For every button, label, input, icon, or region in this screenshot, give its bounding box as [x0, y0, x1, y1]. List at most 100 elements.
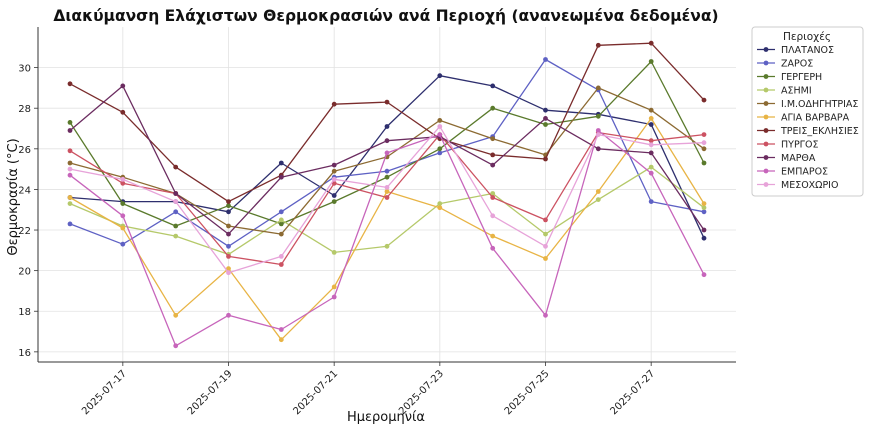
grid — [38, 27, 736, 362]
data-point — [331, 101, 337, 107]
data-point — [437, 118, 443, 123]
data-point — [384, 168, 390, 174]
data-point — [278, 337, 284, 343]
legend-swatch-marker — [763, 141, 769, 147]
data-point — [67, 201, 73, 207]
data-point — [67, 172, 73, 178]
data-point — [437, 150, 443, 156]
data-point — [648, 122, 654, 127]
data-point — [278, 221, 284, 227]
data-point — [543, 231, 548, 237]
legend-label: ΜΕΣΟΧΩΡΙΟ — [781, 180, 838, 191]
data-point — [490, 152, 496, 158]
legend-swatch-marker — [763, 114, 769, 120]
data-point — [173, 209, 179, 215]
data-point — [543, 217, 548, 223]
data-point — [331, 176, 337, 182]
data-point — [384, 174, 390, 180]
data-point — [384, 138, 390, 144]
data-point — [490, 105, 496, 111]
data-point — [490, 191, 496, 196]
y-tick-label: 28 — [18, 104, 31, 115]
legend-item: ΠΛΑΤΑΝΟΣ — [757, 45, 834, 56]
data-point — [595, 42, 601, 48]
data-point — [384, 185, 390, 190]
data-point — [226, 203, 231, 209]
y-axis-label: Θερμοκρασία (°C) — [6, 138, 21, 255]
x-tick-label: 2025-07-27 — [608, 368, 657, 417]
data-point — [437, 73, 443, 79]
data-point — [595, 197, 601, 203]
series-11 — [67, 124, 707, 276]
y-tick-label: 26 — [18, 145, 31, 156]
data-point — [701, 205, 707, 211]
legend-label: ΕΜΠΑΡΟΣ — [781, 167, 828, 178]
data-point — [120, 241, 126, 247]
legend-swatch-marker — [763, 60, 769, 66]
y-tick-label: 20 — [18, 267, 31, 278]
y-tick-label: 22 — [18, 226, 31, 237]
data-point — [331, 199, 337, 205]
data-point — [278, 327, 284, 332]
series-line — [69, 87, 705, 235]
series-9 — [67, 83, 707, 237]
y-tick-label: 30 — [18, 64, 31, 75]
data-point — [648, 164, 654, 170]
data-point — [120, 201, 126, 207]
data-point — [595, 189, 601, 194]
data-point — [226, 254, 231, 259]
data-point — [173, 223, 179, 229]
x-tick-label: 2025-07-21 — [291, 368, 340, 417]
legend-swatch-marker — [763, 74, 769, 79]
data-point — [437, 205, 443, 211]
data-point — [701, 272, 707, 278]
chart-title: Διακύμανση Ελάχιστων Θερμοκρασιών ανά Πε… — [53, 7, 718, 25]
legend-swatch-marker — [763, 128, 769, 133]
data-point — [490, 245, 496, 251]
data-point — [173, 191, 179, 196]
data-point — [173, 164, 179, 170]
data-point — [701, 132, 707, 138]
x-tick-label: 2025-07-19 — [186, 368, 235, 417]
data-point — [648, 107, 654, 113]
legend-swatch-marker — [763, 182, 769, 187]
data-point — [278, 160, 284, 166]
legend-label: Ι.Μ.ΟΔΗΓΗΤΡΙΑΣ — [781, 99, 858, 110]
data-point — [595, 85, 601, 91]
data-point — [278, 262, 284, 267]
x-tick-label: 2025-07-17 — [80, 368, 129, 417]
legend-item: ΖΑΡΟΣ — [757, 59, 813, 70]
data-point — [226, 223, 231, 229]
data-point — [331, 193, 337, 198]
data-point — [384, 189, 390, 194]
legend-item: ΕΜΠΑΡΟΣ — [757, 167, 828, 178]
legend-swatch-marker — [763, 155, 769, 160]
data-point — [331, 168, 337, 174]
y-tick-label: 18 — [18, 307, 31, 318]
data-point — [648, 59, 654, 64]
data-point — [648, 40, 654, 46]
data-point — [490, 162, 496, 168]
data-point — [701, 160, 707, 166]
data-point — [543, 116, 548, 121]
legend-item: ΓΕΡΓΕΡΗ — [757, 72, 822, 83]
data-point — [278, 217, 284, 223]
data-point — [384, 150, 390, 156]
data-point — [331, 250, 337, 255]
legend-label: ΑΓΙΑ ΒΑΡΒΑΡΑ — [781, 113, 850, 124]
data-point — [384, 195, 390, 200]
data-point — [226, 231, 231, 237]
data-point — [173, 343, 179, 349]
data-point — [278, 209, 284, 215]
legend-item: ΑΣΗΜΙ — [757, 86, 812, 97]
data-point — [648, 138, 654, 144]
data-point — [543, 243, 548, 249]
series-10 — [67, 128, 707, 349]
data-point — [543, 256, 548, 261]
data-point — [490, 213, 496, 219]
legend-label: ΖΑΡΟΣ — [781, 59, 813, 70]
data-point — [67, 160, 73, 166]
legend-item: ΜΑΡΘΑ — [757, 153, 816, 164]
series-6 — [67, 116, 707, 343]
